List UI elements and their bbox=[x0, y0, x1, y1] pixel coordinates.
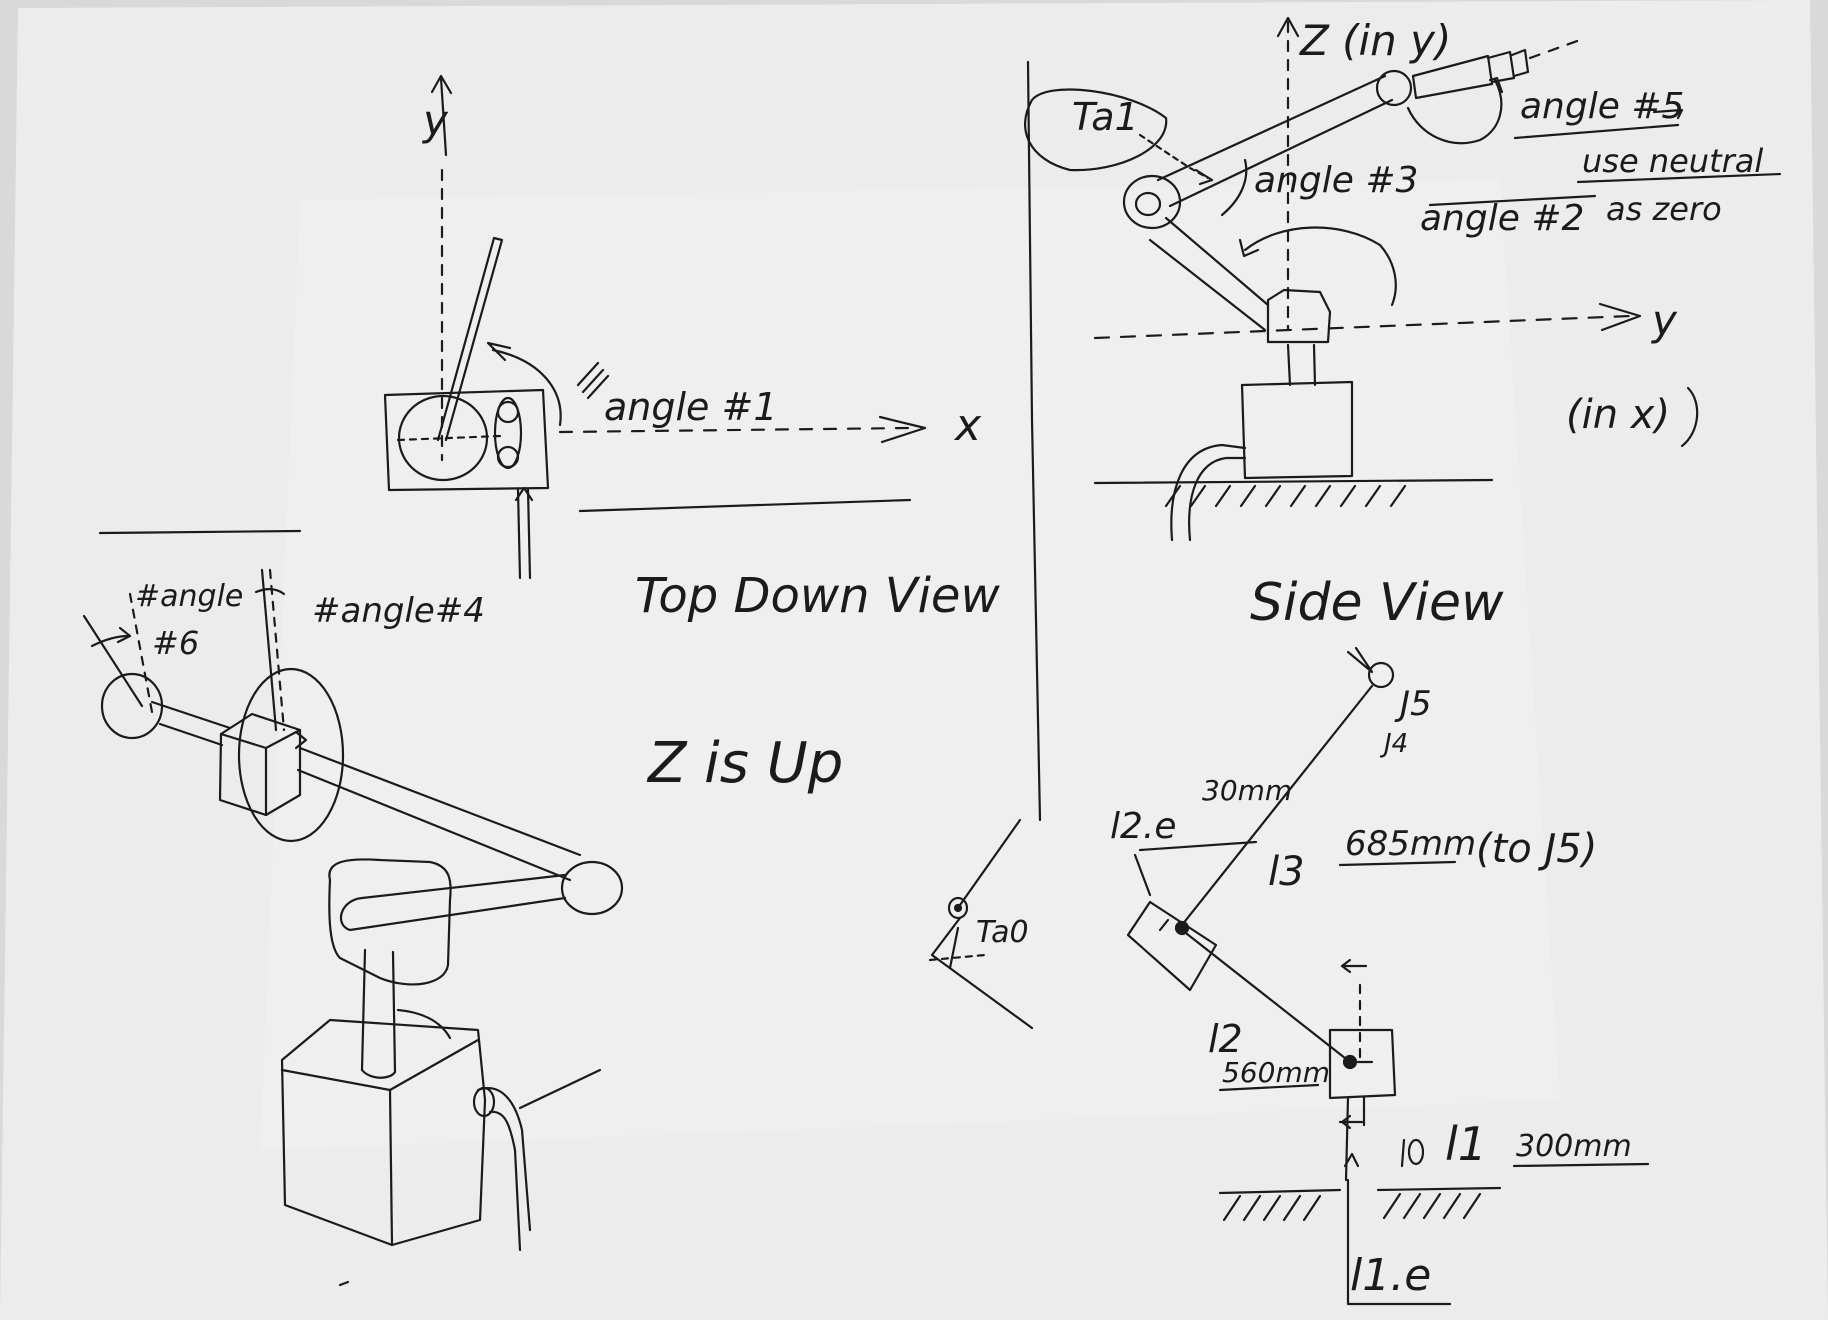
side-z-axis-label: Z (in y) bbox=[1299, 16, 1451, 65]
side-y-axis-note: (in x) bbox=[1566, 392, 1670, 438]
top-y-axis-label: y bbox=[421, 96, 449, 145]
z-is-up-note: Z is Up bbox=[646, 731, 843, 796]
j4-label: J4 bbox=[1379, 729, 1408, 759]
l2e-value: 30mm bbox=[1202, 774, 1292, 807]
angle-1-label: angle #1 bbox=[604, 385, 778, 429]
neutral-note-line2: as zero bbox=[1606, 190, 1722, 228]
l3-note: (to J5) bbox=[1476, 826, 1597, 872]
angle-5-label: angle #5 bbox=[1520, 86, 1684, 127]
l1e-label: l1.e bbox=[1350, 1250, 1431, 1301]
ta1-label: Ta1 bbox=[1072, 95, 1139, 139]
l2-label: l2 bbox=[1208, 1017, 1243, 1061]
l2-value: 560mm bbox=[1222, 1056, 1330, 1089]
l3-label: l3 bbox=[1268, 849, 1305, 895]
angle-6-label-line1: #angle bbox=[135, 579, 243, 614]
l1-value: 300mm bbox=[1516, 1129, 1632, 1164]
angle-2-label: angle #2 bbox=[1420, 198, 1584, 239]
top-x-axis-label: x bbox=[953, 400, 982, 451]
j5-label: J5 bbox=[1394, 684, 1432, 724]
top-down-view-title: Top Down View bbox=[635, 568, 1000, 624]
l1-label: l1 bbox=[1445, 1117, 1487, 1171]
side-view-title: Side View bbox=[1250, 573, 1504, 633]
ta0-label: Ta0 bbox=[976, 915, 1029, 950]
l3-value: 685mm bbox=[1345, 824, 1476, 864]
angle-3-label: angle #3 bbox=[1254, 160, 1418, 201]
neutral-note-line1: use neutral bbox=[1582, 142, 1763, 180]
side-y-axis-label: y bbox=[1650, 296, 1678, 345]
angle-6-label-line2: #6 bbox=[152, 624, 199, 662]
l2e-label: l2.e bbox=[1110, 806, 1177, 847]
angle-4-label: #angle#4 bbox=[312, 591, 485, 631]
